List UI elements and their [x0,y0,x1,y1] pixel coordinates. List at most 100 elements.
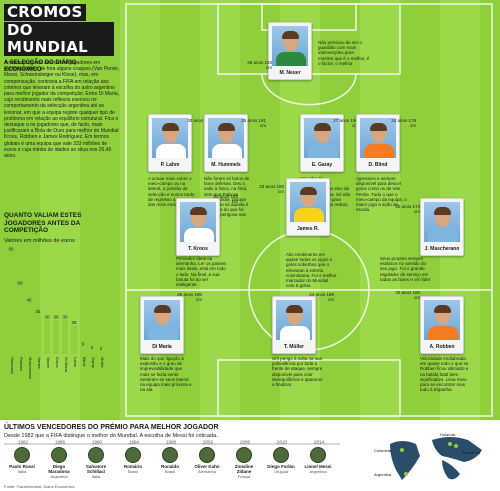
player-shirt [428,228,458,242]
player-age-height: 24 anos 186 cm [309,292,334,303]
value-bar-category: Blind [82,357,87,366]
value-bar-label: 30 [53,315,59,320]
map-label-argentina: Argentina [374,472,392,477]
winner-team: Itália [91,474,101,479]
map-label-colombia: Colombia [374,448,391,453]
player-description: Um perigo à solta na sua polivalência po… [272,356,323,388]
player-card: James R. [286,178,330,236]
winner-portrait [310,447,326,463]
winner-portrait [14,447,30,463]
value-bar [98,351,104,354]
winner-name: Oliver Kahn [194,464,220,469]
player-name: Di María [152,344,172,350]
player-shirt [280,326,310,340]
value-bar-category: Neuer [46,357,51,369]
winner-name: Salvatore Schillaci [85,464,107,474]
value-bar-category: Di María [64,357,69,373]
winner-name: Lionel Messi [304,464,332,469]
value-bar-category: Kroos [55,357,60,367]
value-bar-label: 30 [62,315,68,320]
player-description: Velocidade endiabrada em quase todo o qu… [420,356,469,393]
source-note: Fonte: Transfermarkt, Diário Económico [4,484,75,489]
winner-name: Zinedine Zidane [234,464,254,474]
winners-timeline: 1982 1986 1990 1994 1998 2002 2006 2010 2014 [4,440,340,445]
player-hair [434,207,451,215]
player-shirt [276,52,306,66]
player-photo [304,118,340,158]
value-bar-category: Müller [100,357,104,369]
value-bar-label: 45 [26,298,32,303]
timeline-year: 2014 [314,440,325,445]
timeline-year: 1986 [55,440,66,445]
player-hair [300,187,317,195]
player-hair [162,123,179,131]
player-hair [154,305,171,313]
value-bar-category: Lahm [73,357,78,368]
value-bar [71,325,77,354]
value-bar-category: Hummels [10,357,15,374]
winner-team: Argentina [309,469,327,474]
player-photo [424,202,460,242]
value-bar-label: 35 [35,309,41,314]
world-map-icon [372,430,496,486]
player-hair [370,123,387,131]
timeline-year: 2002 [203,440,214,445]
winner-item: Diego Forlán Uruguai [266,447,296,474]
player-shirt [212,144,242,158]
player-hair [314,123,331,131]
player-shirt [156,144,186,158]
player-shirt [294,208,324,222]
player-description: Agressivo e sempre disponível para desce… [356,176,407,213]
player-name: J. Mascherano [424,246,460,252]
value-bar [89,350,95,354]
value-bar-label: 60 [17,281,23,286]
value-bar [80,347,86,354]
player-shirt [148,326,178,340]
player-name: A. Robben [429,344,455,350]
value-bar-label: 90 [8,247,14,252]
winner-name: Diego Maradona [48,464,70,474]
winner-item: Ronaldo Brasil [155,447,185,474]
timeline-year: 2010 [277,440,288,445]
winner-portrait [273,447,289,463]
winner-team: Brasil [127,469,138,474]
winner-portrait [162,447,178,463]
winner-item: Lionel Messi Argentina [303,447,333,474]
value-bar-category: Garay [91,357,96,368]
player-card: E. Garay [300,114,344,172]
winner-item: Diego Maradona Argentina [44,447,74,479]
player-photo [290,182,326,222]
player-age-height: 30 anos 174 cm [395,204,420,215]
winner-item: Oliver Kahn Alemanha [192,447,222,474]
winner-name: Diego Forlán [267,464,295,469]
map-label-holanda: Holanda [440,432,455,437]
player-age-height: 28 anos 193 cm [247,60,272,71]
player-photo [272,26,308,66]
player-name: T. Müller [283,344,304,350]
winner-team: Itália [17,469,27,474]
intro-text: A nossa proposta acerca dos jogadores em… [4,60,120,160]
player-description: Não precisou de ser o guardião com mais … [318,40,370,66]
player-hair [190,207,207,215]
timeline-year: 1990 [92,440,103,445]
winner-name: Paolo Rossi [9,464,35,469]
player-shirt [428,326,458,340]
player-photo [276,300,312,340]
value-bar [35,314,41,354]
winner-portrait [51,447,67,463]
main-title-line-2: DO MUNDIAL [4,22,114,56]
player-card: P. Lahm [148,114,192,172]
winner-item: Zinedine Zidane França [229,447,259,479]
player-description: Mais do que ligação à explosão e o grau … [140,356,192,393]
player-photo [144,300,180,340]
winner-team: França [237,474,251,479]
player-shirt [184,228,214,242]
player-description: A actuar mais sobre o meio-campo ou na l… [148,176,197,208]
player-name: T. Kroos [188,246,208,252]
winner-item: Salvatore Schillaci Itália [81,447,111,479]
value-bar-label: 30 [44,315,50,320]
value-bar [8,252,14,354]
player-card: D. Blind [356,114,400,172]
value-bar-chart: 90 Hummels 60 Robben 45 Mascherano 35 James 30 Ne… [8,247,104,380]
value-chart-title: QUANTO VALIAM ESTES JOGADORES ANTES DA C… [4,212,82,234]
